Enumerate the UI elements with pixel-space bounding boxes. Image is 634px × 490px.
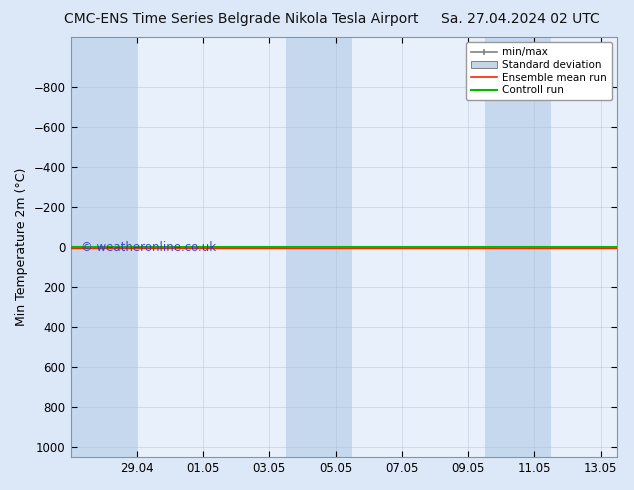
Bar: [286, 37, 352, 457]
Text: CMC-ENS Time Series Belgrade Nikola Tesla Airport: CMC-ENS Time Series Belgrade Nikola Tesl…: [63, 12, 418, 26]
Bar: [70, 37, 137, 457]
Text: © weatheronline.co.uk: © weatheronline.co.uk: [82, 241, 217, 254]
Text: Sa. 27.04.2024 02 UTC: Sa. 27.04.2024 02 UTC: [441, 12, 599, 26]
Y-axis label: Min Temperature 2m (°C): Min Temperature 2m (°C): [15, 168, 28, 326]
Bar: [484, 37, 551, 457]
Legend: min/max, Standard deviation, Ensemble mean run, Controll run: min/max, Standard deviation, Ensemble me…: [465, 42, 612, 100]
